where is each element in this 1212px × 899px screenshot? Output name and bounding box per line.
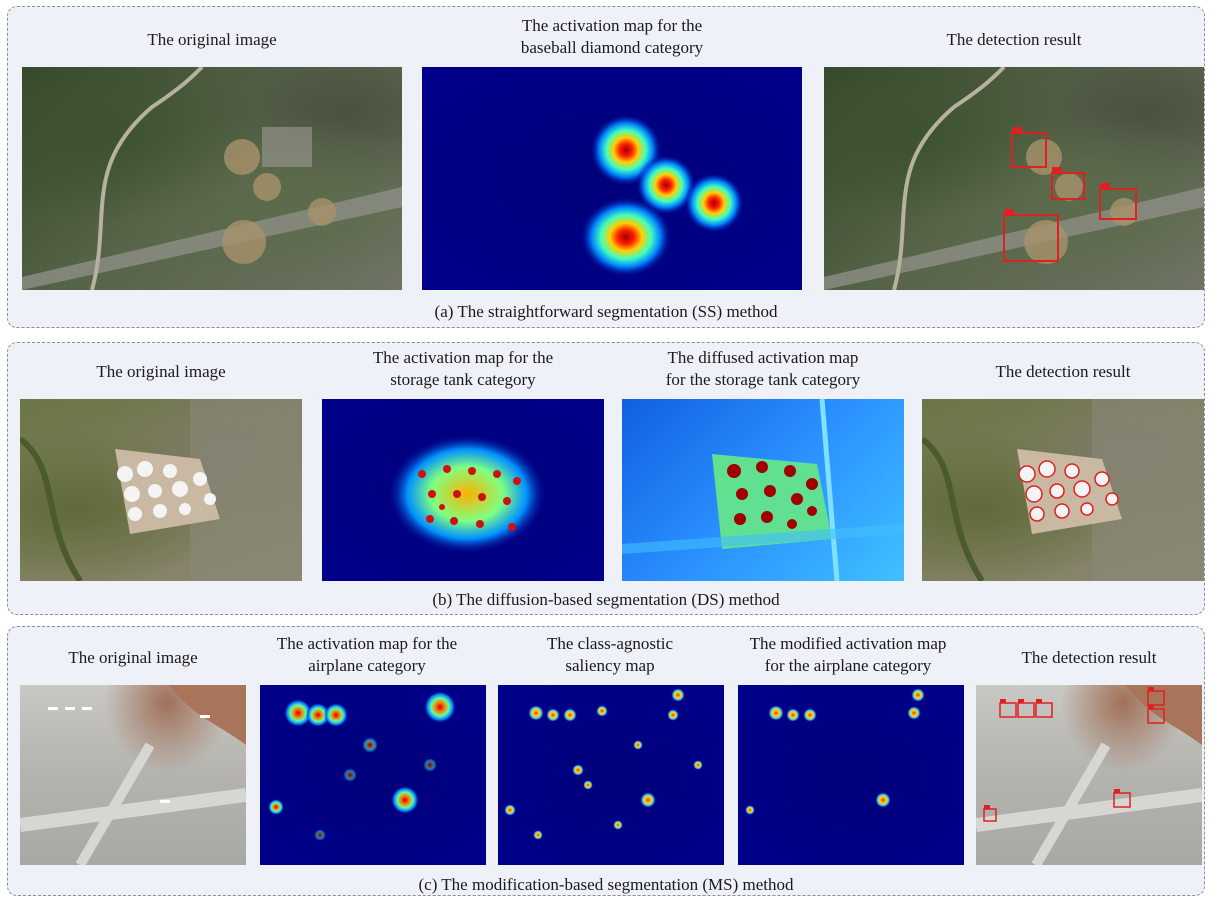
saliency-map xyxy=(498,685,724,865)
title-original-image-c: The original image xyxy=(68,648,198,667)
detection-result-storage-tank xyxy=(922,399,1204,581)
title-detection-result-c: The detection result xyxy=(1021,648,1157,667)
caption-ss-method: (a) The straightforward segmentation (SS… xyxy=(434,302,778,321)
title-original-image-b: The original image xyxy=(96,362,226,381)
caption-ds-method: (b) The diffusion-based segmentation (DS… xyxy=(432,590,780,609)
original-image-airport xyxy=(20,685,246,865)
title-diffused-map-b: The diffused activation map for the stor… xyxy=(665,348,861,389)
activation-map-airplane xyxy=(260,685,486,865)
activation-map-baseball xyxy=(422,67,802,290)
caption-ms-method: (c) The modification-based segmentation … xyxy=(418,875,794,894)
title-activation-map-c: The activation map for the airplane cate… xyxy=(276,634,458,675)
activation-map-storage-tank xyxy=(322,399,604,581)
title-modified-map-c: The modified activation map for the airp… xyxy=(749,634,947,675)
title-original-image-a: The original image xyxy=(147,30,277,49)
title-detection-result-a: The detection result xyxy=(946,30,1082,49)
panel-ds-method: The original image The activation map fo… xyxy=(7,342,1205,615)
original-image-storage-tank xyxy=(20,399,302,581)
detection-result-airplane xyxy=(976,685,1202,865)
title-detection-result-b: The detection result xyxy=(995,362,1131,381)
modified-activation-map-airplane xyxy=(738,685,964,865)
panel-ms-method: The original image The activation map fo… xyxy=(7,626,1205,896)
title-saliency-map-c: The class-agnostic saliency map xyxy=(546,634,674,675)
diffused-activation-map-storage-tank xyxy=(622,399,904,581)
panel-ss-method: The original image The activation map fo… xyxy=(7,6,1205,328)
title-activation-map-b: The activation map for the storage tank … xyxy=(372,348,554,389)
original-image-baseball xyxy=(22,67,402,290)
detection-result-baseball xyxy=(824,67,1204,290)
title-activation-map-a: The activation map for the baseball diam… xyxy=(520,16,704,57)
